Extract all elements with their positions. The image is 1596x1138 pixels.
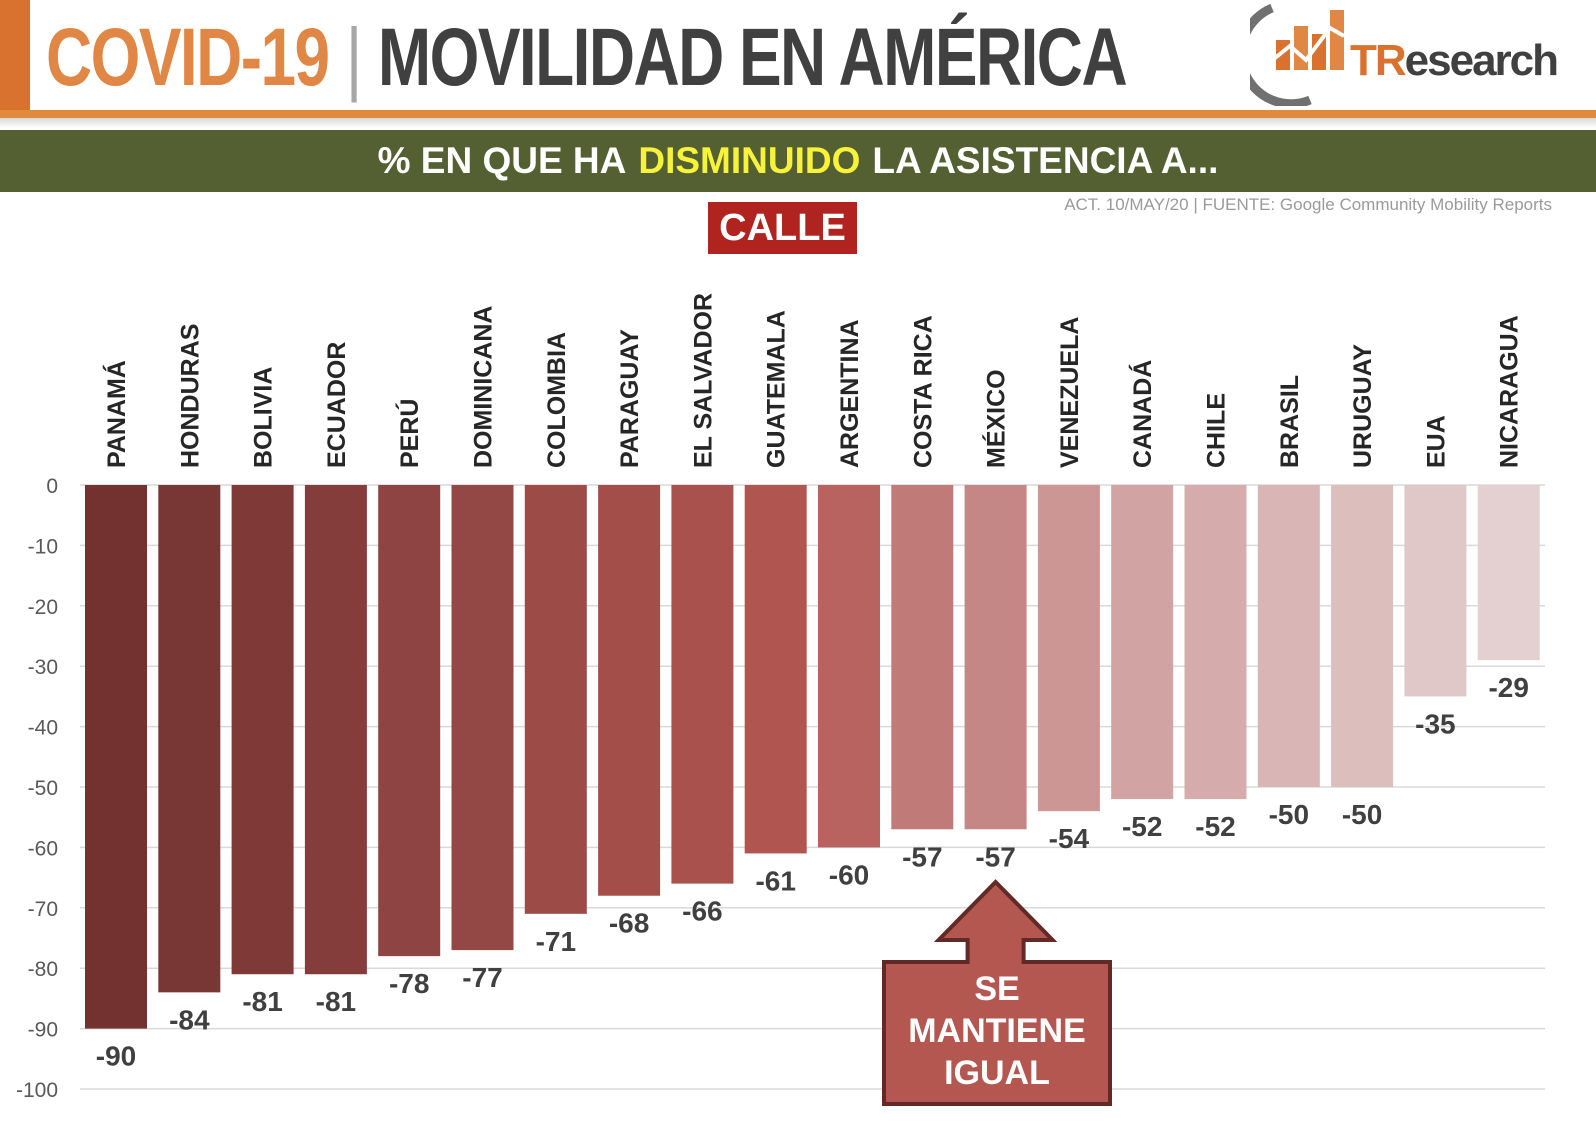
data-label: -29 [1488, 672, 1528, 703]
bar-el-salvador [671, 485, 734, 884]
data-label: -90 [96, 1041, 136, 1072]
bar-eua [1404, 485, 1467, 697]
bar-costa-rica [891, 485, 954, 830]
callout-arrow [882, 879, 1112, 1106]
bar-perú [378, 485, 441, 957]
logo-text: TResearch [1350, 36, 1559, 85]
source-note: ACT. 10/MAY/20 | FUENTE: Google Communit… [1064, 195, 1552, 214]
category-label: VENEZUELA [1056, 317, 1084, 468]
bar-uruguay [1331, 485, 1394, 787]
data-label: -71 [536, 926, 576, 957]
category-label: HONDURAS [176, 324, 204, 468]
data-label: -52 [1195, 811, 1235, 842]
header-accent [0, 0, 30, 112]
category-label: NICARAGUA [1496, 315, 1524, 468]
data-label: -81 [242, 986, 282, 1017]
bar-panamá [85, 485, 147, 1029]
bar-brasil [1257, 485, 1320, 787]
bar-chile [1184, 485, 1247, 800]
data-label: -61 [755, 865, 795, 896]
data-label: -77 [462, 962, 502, 993]
title-separator: | [345, 12, 363, 103]
subtitle-highlight: DISMINUIDO [638, 140, 861, 181]
category-badge: CALLE [708, 202, 857, 254]
category-label: BRASIL [1276, 375, 1304, 468]
y-tick-label: -40 [28, 717, 58, 740]
y-tick-label: -60 [28, 837, 58, 860]
category-label: CANADÁ [1128, 360, 1157, 468]
data-label: -84 [169, 1004, 210, 1035]
category-label: ARGENTINA [836, 319, 864, 468]
data-label: -66 [682, 896, 722, 927]
y-tick-label: -100 [16, 1079, 58, 1102]
bar-argentina [818, 485, 880, 848]
category-label: PERÚ [394, 399, 424, 468]
data-label: -60 [829, 859, 869, 890]
data-label: -57 [902, 841, 942, 872]
category-label: MÉXICO [982, 369, 1011, 468]
bar-colombia [524, 485, 587, 914]
page-title: COVID-19 | MOVILIDAD EN AMÉRICA [46, 8, 1128, 108]
title-main: MOVILIDAD EN AMÉRICA [377, 12, 1128, 103]
data-label: -54 [1049, 823, 1090, 854]
category-label: COSTA RICA [909, 315, 937, 468]
y-tick-label: -20 [28, 596, 58, 619]
subtitle-banner: % EN QUE HA DISMINUIDO LA ASISTENCIA A..… [0, 130, 1596, 192]
bar-dominicana [451, 485, 514, 951]
tresearch-logo: TResearch [1250, 0, 1580, 106]
data-label: -57 [975, 841, 1015, 872]
category-label: DOMINICANA [470, 306, 498, 469]
category-label: BOLIVIA [250, 367, 278, 468]
y-tick-label: -70 [28, 898, 58, 921]
data-label: -35 [1415, 708, 1455, 739]
y-tick-label: -30 [28, 656, 58, 679]
category-label: CHILE [1203, 393, 1231, 468]
bar-honduras [158, 485, 221, 993]
bar-paraguay [598, 485, 661, 896]
category-label: EUA [1422, 415, 1450, 468]
logo-chart-icon [1250, 3, 1345, 106]
category-label: COLOMBIA [543, 332, 571, 468]
category-label: ECUADOR [323, 342, 351, 468]
bar-bolivia [231, 485, 294, 975]
y-tick-label: -90 [28, 1019, 58, 1042]
bar-nicaragua [1477, 485, 1540, 661]
category-label: PARAGUAY [616, 329, 644, 468]
bar-canadá [1111, 485, 1174, 800]
data-label: -68 [609, 908, 649, 939]
category-label: EL SALVADOR [689, 293, 717, 468]
data-label: -81 [316, 986, 356, 1017]
data-label: -50 [1342, 799, 1382, 830]
bar-guatemala [744, 485, 807, 854]
header-divider [0, 110, 1596, 118]
data-label: -50 [1269, 799, 1309, 830]
title-covid: COVID-19 [46, 12, 330, 103]
data-label: -78 [389, 968, 429, 999]
y-tick-label: -10 [28, 535, 58, 558]
category-label: URUGUAY [1349, 344, 1377, 468]
bar-méxico [964, 485, 1027, 830]
category-label: PANAMÁ [102, 360, 131, 468]
bar-venezuela [1037, 485, 1100, 812]
y-tick-label: -50 [28, 777, 58, 800]
category-label: GUATEMALA [763, 310, 791, 468]
y-tick-label: 0 [46, 475, 58, 498]
bar-ecuador [304, 485, 367, 975]
data-label: -52 [1122, 811, 1162, 842]
callout-label: SE MANTIENE IGUAL [908, 970, 1086, 1092]
y-tick-label: -80 [28, 958, 58, 981]
